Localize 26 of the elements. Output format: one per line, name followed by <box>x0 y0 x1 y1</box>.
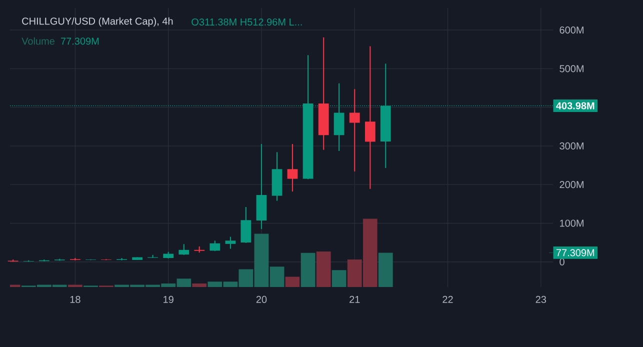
candlestick <box>240 206 252 244</box>
y-tick-label: 500M <box>560 65 584 72</box>
text: Volume <box>22 37 55 45</box>
x-tick-label: 23 <box>536 296 546 304</box>
candlestick <box>116 257 127 261</box>
x-tick-label: 20 <box>256 296 267 304</box>
y-tick-label: 300M <box>560 142 584 150</box>
ref-line-label: 403.98M <box>556 102 594 110</box>
candlestick <box>349 88 360 172</box>
y-tick-label: 0 <box>560 258 564 266</box>
text: 77.309M <box>61 38 99 45</box>
x-tick-label: 22 <box>442 296 453 303</box>
text: CHILLGUY/USD (Market Cap), 4h <box>22 17 173 27</box>
annotation: O311.38M H512.96M L... <box>192 18 302 26</box>
y-tick-label: 600M <box>560 26 584 34</box>
x-tick-label: 18 <box>70 296 80 304</box>
candlestick <box>225 236 236 250</box>
y-tick-label: 200M <box>560 181 584 188</box>
y2-tick-label: 77.309M <box>556 249 594 256</box>
x-tick-label: 19 <box>164 296 174 304</box>
candlestick <box>287 143 298 192</box>
y-tick-label: 100M <box>560 220 584 227</box>
candlestick <box>210 240 220 252</box>
candlestick <box>364 46 376 190</box>
x-tick-label: 21 <box>350 296 360 303</box>
candlestick <box>178 244 190 256</box>
